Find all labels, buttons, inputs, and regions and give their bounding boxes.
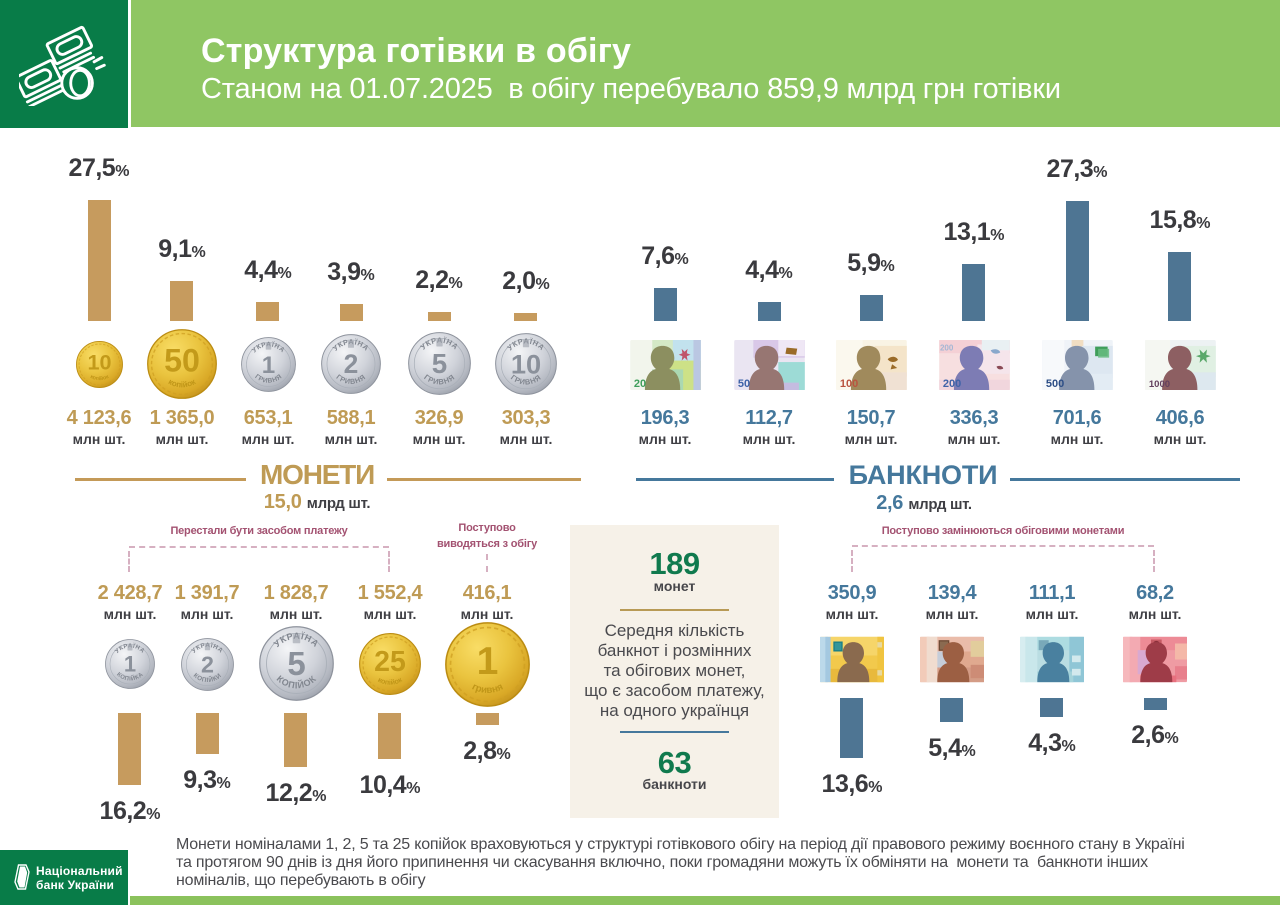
svg-text:25: 25: [374, 646, 406, 678]
svg-text:КОПІЙКА: КОПІЙКА: [115, 672, 145, 683]
svg-text:ГРИВНЯ: ГРИВНЯ: [253, 373, 283, 385]
svg-text:20: 20: [633, 378, 645, 390]
svg-text:2: 2: [344, 349, 359, 379]
svg-text:50: 50: [737, 378, 749, 390]
svg-text:ГРИВНЯ: ГРИВНЯ: [422, 372, 456, 386]
svg-text:копійок: копійок: [167, 377, 198, 390]
svg-text:2: 2: [201, 651, 214, 677]
svg-text:1: 1: [476, 640, 498, 683]
svg-text:КОПІЙКИ: КОПІЙКИ: [191, 672, 222, 684]
svg-text:200: 200: [939, 343, 953, 352]
svg-text:копійок: копійок: [89, 373, 110, 381]
svg-text:10: 10: [511, 348, 541, 379]
svg-text:200: 200: [942, 378, 960, 390]
svg-text:КОПІЙОК: КОПІЙОК: [274, 673, 318, 690]
svg-text:5: 5: [431, 348, 446, 379]
svg-text:1: 1: [124, 652, 136, 677]
svg-text:500: 500: [1045, 378, 1063, 390]
svg-text:ГРИВНЯ: ГРИВНЯ: [335, 372, 368, 386]
svg-text:100: 100: [839, 378, 857, 390]
svg-text:гривня: гривня: [470, 681, 505, 696]
svg-text:10: 10: [87, 349, 111, 374]
svg-text:1: 1: [261, 351, 274, 378]
svg-text:50: 50: [164, 343, 200, 379]
svg-text:5: 5: [287, 645, 305, 682]
svg-text:1000: 1000: [1148, 379, 1169, 390]
svg-text:ГРИВНЯ: ГРИВНЯ: [509, 372, 543, 386]
svg-text:копійок: копійок: [376, 676, 403, 687]
